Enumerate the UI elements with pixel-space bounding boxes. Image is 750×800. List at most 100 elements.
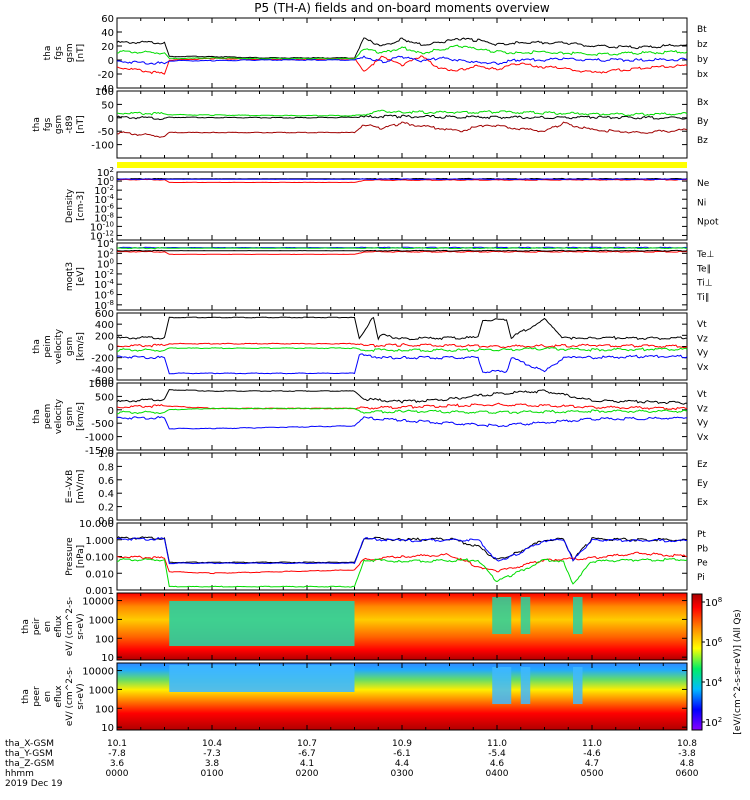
legend-pi: Pi xyxy=(697,573,705,583)
series-vy xyxy=(116,407,688,415)
footer-y-value: -6.7 xyxy=(298,749,316,759)
footer-row-label: tha_Y-GSM xyxy=(5,749,53,759)
footer-row-label: tha_Z-GSM xyxy=(5,759,54,769)
legend-by: by xyxy=(697,55,709,65)
footer-x-value: 10.7 xyxy=(297,739,317,749)
legend-vx: Vx xyxy=(697,363,709,373)
y-axis-title-line: fgs xyxy=(54,46,64,60)
panel-8: 0.001 0.010 0.100 1.000 10.000 Pressure [nPa] P… xyxy=(65,519,708,597)
y-tick-label: 100 xyxy=(97,258,114,271)
series-vz xyxy=(116,402,688,411)
y-tick-label: 0.0 xyxy=(98,516,114,527)
y-tick-label: 40 xyxy=(101,28,114,39)
heatmap-dropout xyxy=(520,667,531,704)
y-axis-title-line: [nT] xyxy=(76,44,86,62)
y-tick-label: 0 xyxy=(108,343,114,354)
footer-x-value: 11.0 xyxy=(487,739,507,749)
series-bx xyxy=(116,55,687,65)
footer-hhmm-value: 0500 xyxy=(581,769,604,779)
panel-9: 10 100 1000 10000 tha peir en eflux eV/ (cm^2-s-… xyxy=(21,592,688,664)
legend-bx: bx xyxy=(697,70,709,80)
colorbar-scale xyxy=(691,593,703,731)
y-tick-label: 100 xyxy=(97,175,114,188)
colorbar-tick-label: 104 xyxy=(705,676,723,689)
heatmap-dropout xyxy=(573,667,583,704)
y-tick-label: 102 xyxy=(97,166,114,179)
y-axis-title-line: sr-eV) xyxy=(76,683,86,709)
y-tick-label: 10-12 xyxy=(90,229,114,242)
y-tick-label: 100 xyxy=(95,704,114,715)
legend-bt: Bt xyxy=(697,25,707,35)
y-tick-label: -600 xyxy=(91,376,114,387)
y-axis-title-line: Pressure xyxy=(65,537,75,576)
series-vt xyxy=(116,388,688,405)
y-tick-label: 10-4 xyxy=(94,193,114,206)
y-tick-label: 400 xyxy=(95,320,114,331)
legend-bx: Bx xyxy=(697,98,709,108)
y-tick-label: -1500 xyxy=(85,446,114,457)
series-vx xyxy=(116,415,688,430)
colorbar-tick-label: 108 xyxy=(705,596,722,609)
y-axis-title-line: peem xyxy=(43,404,53,430)
y-tick-label: 10-8 xyxy=(94,211,114,224)
series-bt xyxy=(116,37,688,59)
legend-ne: Ne xyxy=(697,179,710,189)
panel-frame xyxy=(116,382,688,451)
y-axis-title-line: tha xyxy=(32,117,42,132)
series-vt xyxy=(116,316,688,341)
footer-row-label: hhmm xyxy=(5,769,34,779)
footer-y-value: -5.4 xyxy=(488,749,506,759)
y-axis-title-line: eV/ (cm^2-s- xyxy=(65,667,75,726)
heatmap-dropout xyxy=(573,597,583,634)
y-axis-title-line: [eV] xyxy=(76,267,86,286)
y-tick-label: 10000 xyxy=(82,597,114,608)
legend-ex: Ex xyxy=(697,498,709,508)
panel-frame xyxy=(116,312,688,381)
y-axis-title-line: velocity xyxy=(54,328,64,364)
colorbar-tick-label: 102 xyxy=(705,716,722,729)
series-pe xyxy=(116,557,688,588)
legend-vx: Vx xyxy=(697,433,709,443)
legend-vt: Vt xyxy=(697,320,707,330)
legend-bz: bz xyxy=(697,40,708,50)
y-tick-label: 1.000 xyxy=(85,536,114,547)
y-tick-label: 1000 xyxy=(89,379,114,390)
heatmap-dropout xyxy=(520,597,531,634)
quality-flag-bar xyxy=(117,162,687,168)
legend-pb: Pb xyxy=(697,544,708,554)
footer-hhmm-value: 0000 xyxy=(106,769,129,779)
series-bz xyxy=(116,121,688,138)
y-tick-label: 100 xyxy=(95,87,114,98)
legend-ez: Ez xyxy=(697,460,708,470)
y-axis-title-line: eflux xyxy=(54,615,64,638)
panel-frame xyxy=(116,17,688,89)
y-tick-label: 0.2 xyxy=(98,503,114,514)
footer-x-value: 10.4 xyxy=(202,739,222,749)
y-tick-label: -40 xyxy=(98,84,114,95)
y-axis-title-line: [cm-3] xyxy=(76,191,86,221)
y-tick-label: -50 xyxy=(98,127,114,138)
series-vy xyxy=(116,347,688,353)
y-tick-label: 10-6 xyxy=(94,202,114,215)
legend-vt: Vt xyxy=(697,390,707,400)
series-vz xyxy=(116,342,688,349)
y-tick-label: -20 xyxy=(98,70,114,81)
y-axis-title-line: [nPa] xyxy=(76,545,86,568)
y-tick-label: 0.8 xyxy=(98,462,114,473)
y-axis-title-line: gsm xyxy=(65,337,75,356)
legend-ti-: Ti∥ xyxy=(696,293,709,303)
y-tick-label: 10 xyxy=(101,653,114,664)
y-tick-label: 10-8 xyxy=(94,299,114,312)
footer-y-value: -4.6 xyxy=(583,749,601,759)
panel-frame xyxy=(116,522,688,591)
series-pb xyxy=(116,551,688,575)
series-by xyxy=(116,109,688,117)
y-tick-label: 10-2 xyxy=(94,184,114,197)
y-tick-label: 0.4 xyxy=(98,489,114,500)
heatmap-dropout xyxy=(492,597,512,634)
y-axis-title-line: E=-VxB xyxy=(65,470,75,504)
